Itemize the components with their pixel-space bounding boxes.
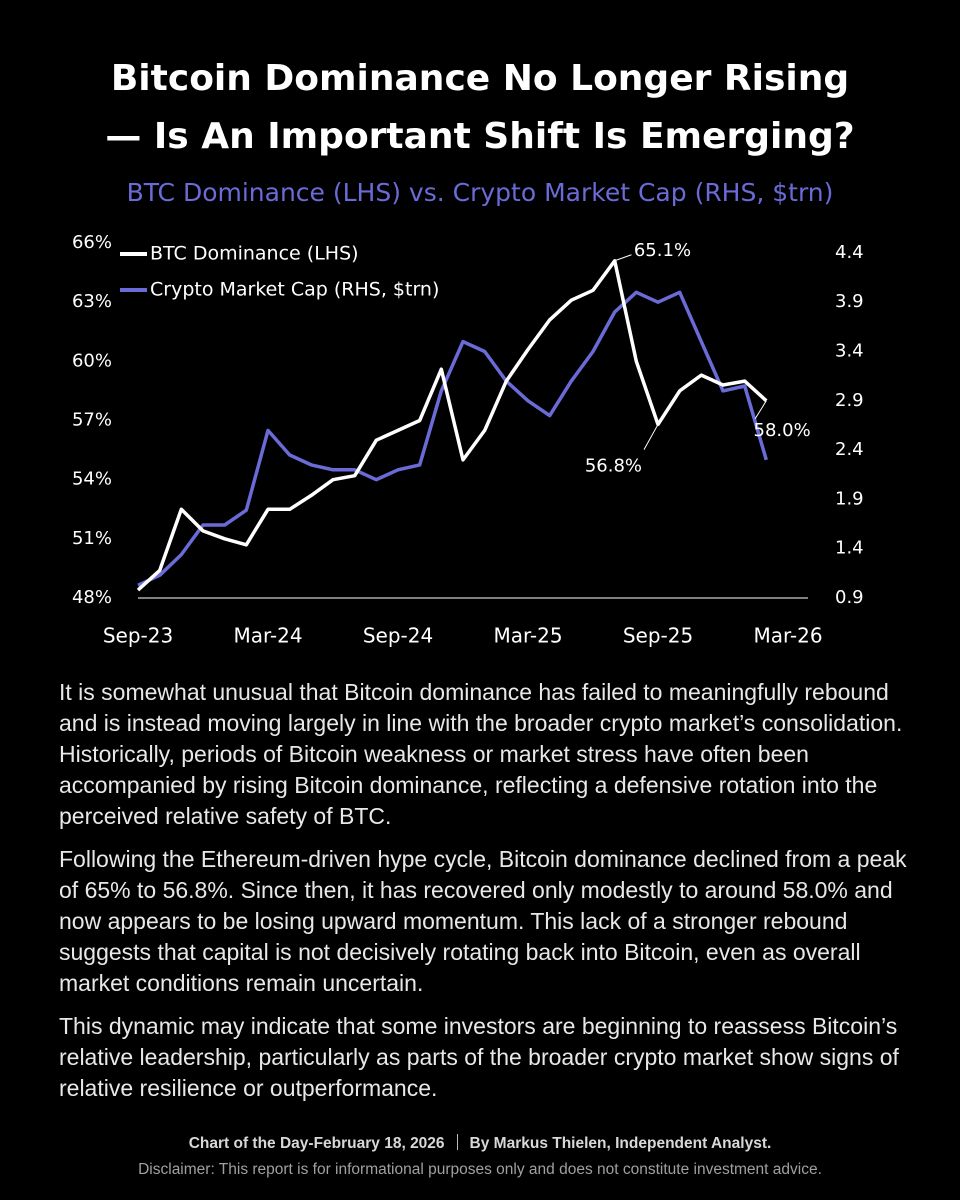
paragraph: Following the Ethereum-driven hype cycle… [59,846,907,996]
chart: BTC Dominance (LHS) vs. Crypto Market Ca… [72,178,864,648]
y-tick-label: 63% [72,291,112,312]
series-line [137,290,768,587]
paragraph: This dynamic may indicate that some inve… [59,1013,899,1101]
footer-date: Chart of the Day-February 18, 2026 [188,1135,445,1152]
x-tick-label: Mar-26 [753,624,822,648]
series-line [136,259,768,592]
title-line: Bitcoin Dominance No Longer Rising [110,58,850,99]
body-text: It is somewhat unusual that Bitcoin domi… [59,677,919,1116]
legend-label: BTC Dominance (LHS) [150,243,359,265]
y2-tick-label: 2.9 [835,390,864,411]
x-tick-label: Sep-24 [363,624,433,648]
y-tick-label: 54% [72,469,112,490]
annotation-leader [614,254,632,262]
y-tick-label: 60% [72,350,112,371]
footer-author: By Markus Thielen, Independent Analyst. [469,1135,772,1152]
y2-tick-label: 0.9 [835,587,864,608]
chart-subtitle: BTC Dominance (LHS) vs. Crypto Market Ca… [127,178,834,207]
value-label: 65.1% [634,240,691,261]
value-label: 58.0% [754,420,811,441]
x-tick-label: Sep-25 [623,624,693,648]
separator [456,1134,458,1150]
title: Bitcoin Dominance No Longer Rising — Is … [0,50,960,166]
value-label: 56.8% [585,455,642,476]
y2-tick-label: 4.4 [835,242,864,263]
footer: Chart of the Day-February 18, 2026 By Mar… [0,1134,960,1179]
legend-label: Crypto Market Cap (RHS, $trn) [150,279,439,301]
y2-tick-label: 3.9 [835,291,864,312]
y2-tick-label: 1.9 [835,488,864,509]
x-tick-label: Mar-25 [493,624,562,648]
annotation-leader [754,400,767,420]
y-tick-label: 48% [72,587,112,608]
footer-line: Chart of the Day-February 18, 2026 By Mar… [0,1134,960,1153]
y-tick-label: 57% [72,410,112,431]
y2-tick-label: 1.4 [835,538,864,559]
y2-tick-label: 3.4 [835,340,864,361]
x-tick-label: Mar-24 [233,624,302,648]
y-tick-label: 51% [72,528,112,549]
paragraph: It is somewhat unusual that Bitcoin domi… [59,679,903,829]
x-tick-label: Sep-23 [103,624,173,648]
y2-tick-label: 2.4 [835,439,864,460]
annotation-leader [643,424,659,450]
title-line: — Is An Important Shift Is Emerging? [105,116,855,157]
y-tick-label: 66% [72,232,112,253]
disclaimer: Disclaimer: This report is for informati… [138,1161,822,1178]
